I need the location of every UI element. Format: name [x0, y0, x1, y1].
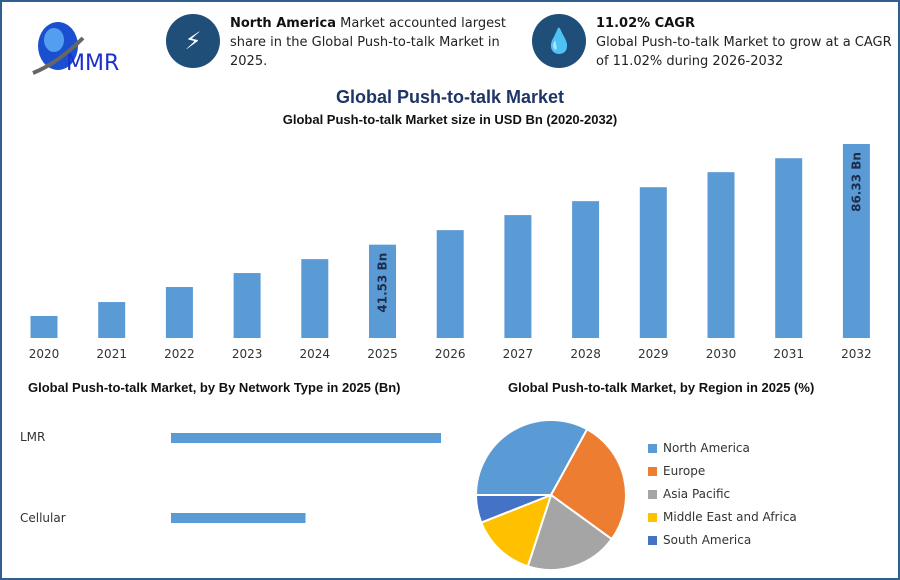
pie-slice-middle-east-and-africa	[479, 493, 553, 568]
pie-slice-europe	[549, 427, 627, 541]
legend-label: North America	[663, 441, 750, 455]
bar-2027	[504, 215, 532, 338]
legend-item: Europe	[648, 464, 705, 478]
bar-2022	[165, 286, 193, 338]
legend-item: Asia Pacific	[648, 487, 730, 501]
lightning-icon: ⚡	[166, 14, 220, 68]
x-tick-2025: 2025	[367, 347, 398, 361]
data-label-2025: 41.53 Bn	[376, 253, 390, 313]
x-tick-2021: 2021	[96, 347, 127, 361]
x-tick-2028: 2028	[570, 347, 601, 361]
x-tick-2029: 2029	[638, 347, 669, 361]
bar-2024	[301, 259, 329, 338]
x-tick-2024: 2024	[300, 347, 331, 361]
pie-chart-title: Global Push-to-talk Market, by Region in…	[508, 380, 815, 395]
legend-item: South America	[648, 533, 751, 547]
info2-bold: 11.02% CAGR	[596, 16, 695, 31]
legend-item: North America	[648, 441, 750, 455]
hbar-lmr	[171, 433, 441, 443]
legend-swatch	[648, 535, 657, 545]
pie-chart	[474, 419, 627, 571]
bar-2021	[98, 302, 126, 338]
pie-slice-asia-pacific	[526, 493, 614, 571]
x-tick-2020: 2020	[29, 347, 60, 361]
hand-drop-icon: 💧	[532, 14, 586, 68]
info-north-america: ⚡ North America Market accounted largest…	[166, 14, 506, 71]
legend-label: Asia Pacific	[663, 487, 731, 501]
legend-label: Europe	[663, 464, 706, 478]
pie-slice-south-america	[474, 494, 552, 524]
pie-slice-north-america	[474, 419, 589, 496]
bar-2030	[707, 172, 735, 338]
x-tick-2032: 2032	[841, 347, 872, 361]
bar-2028	[572, 201, 600, 338]
x-tick-2030: 2030	[706, 347, 737, 361]
legend-swatch	[648, 443, 657, 453]
x-tick-2026: 2026	[435, 347, 466, 361]
bar-2020	[30, 315, 58, 338]
bar-chart-title: Global Push-to-talk Market size in USD B…	[282, 112, 618, 127]
legend-item: Middle East and Africa	[648, 510, 797, 524]
hbar-label-lmr: LMR	[20, 430, 46, 444]
bar-2031	[775, 158, 803, 338]
data-label-2032: 86.33 Bn	[849, 152, 863, 212]
info1-text: Market accounted largest share in the Gl…	[230, 16, 506, 69]
legend-swatch	[648, 489, 657, 499]
bar-2026	[436, 230, 464, 338]
x-tick-2027: 2027	[503, 347, 534, 361]
hbar-chart-title: Global Push-to-talk Market, by By Networ…	[28, 380, 401, 395]
hbar-label-cellular: Cellular	[20, 511, 66, 525]
x-tick-2023: 2023	[232, 347, 263, 361]
x-tick-2031: 2031	[773, 347, 804, 361]
x-tick-2022: 2022	[164, 347, 195, 361]
legend-label: South America	[663, 533, 752, 547]
bar-2025	[369, 244, 396, 338]
svg-text:MMR: MMR	[66, 51, 119, 76]
info-cagr: 💧 11.02% CAGR Global Push-to-talk Market …	[532, 14, 892, 71]
bar-2032	[842, 144, 870, 338]
bar-chart: 2020 2021 2022 2023 2024 2025 41.53 Bn 2026 2027…	[29, 144, 872, 361]
info2-text: Global Push-to-talk Market to grow at a …	[596, 35, 892, 69]
hbar-chart	[171, 433, 441, 523]
mmr-logo: MMR	[32, 22, 119, 76]
hbar-cellular	[171, 513, 306, 523]
bar-2023	[233, 273, 261, 338]
legend-label: Middle East and Africa	[663, 510, 797, 524]
page-title: Global Push-to-talk Market	[335, 87, 565, 107]
bar-2029	[639, 187, 667, 338]
legend-swatch	[648, 466, 657, 476]
legend-swatch	[648, 512, 657, 522]
info1-bold: North America	[230, 16, 336, 31]
